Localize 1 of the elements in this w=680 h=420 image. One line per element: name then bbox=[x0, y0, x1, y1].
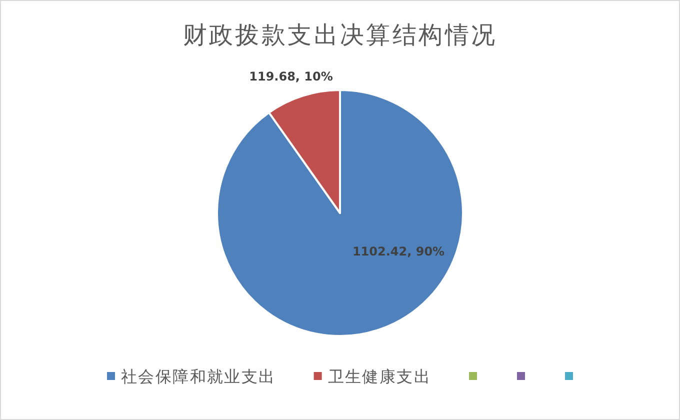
title: 财政拨款支出决算结构情况 bbox=[182, 22, 498, 49]
